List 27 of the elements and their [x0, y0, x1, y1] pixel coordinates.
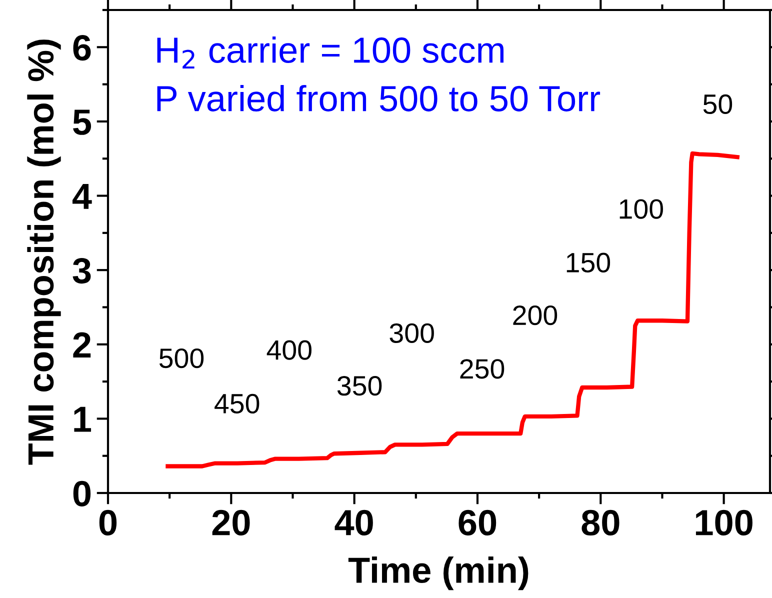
- annotation: P varied from 500 to 50 Torr: [157, 84, 600, 112]
- x-axis-title: Time (min): [348, 556, 528, 590]
- annotation: 450: [214, 394, 260, 414]
- annotation: 100: [620, 199, 663, 219]
- annotation: H$_{2}$ carrier = 100 sccm: [157, 36, 504, 69]
- annotation: 150: [566, 252, 610, 272]
- annotation: 500: [159, 348, 204, 368]
- annotation: 400: [266, 340, 312, 360]
- annotation: 300: [390, 323, 434, 343]
- annotation: 350: [337, 376, 382, 396]
- x-tick-label: 0: [99, 510, 117, 536]
- x-tick-label: 100: [696, 510, 752, 536]
- y-tick-label: 3: [72, 258, 91, 284]
- y-tick-label: 5: [73, 110, 92, 135]
- y-axis-title: TMI composition (mol %): [27, 40, 61, 465]
- y-tick-label: 4: [72, 184, 92, 209]
- annotation: 50: [703, 94, 732, 114]
- x-tick-label: 40: [334, 510, 373, 536]
- x-tick-label: 60: [458, 510, 496, 536]
- x-tick-label: 20: [212, 510, 250, 536]
- x-tick-label: 80: [582, 510, 620, 536]
- y-tick-label: 0: [73, 480, 91, 506]
- y-tick-label: 6: [73, 35, 91, 61]
- annotation: 250: [460, 359, 504, 379]
- y-tick-label: 1: [74, 406, 92, 432]
- annotation: 200: [513, 305, 558, 326]
- y-tick-label: 2: [73, 332, 91, 358]
